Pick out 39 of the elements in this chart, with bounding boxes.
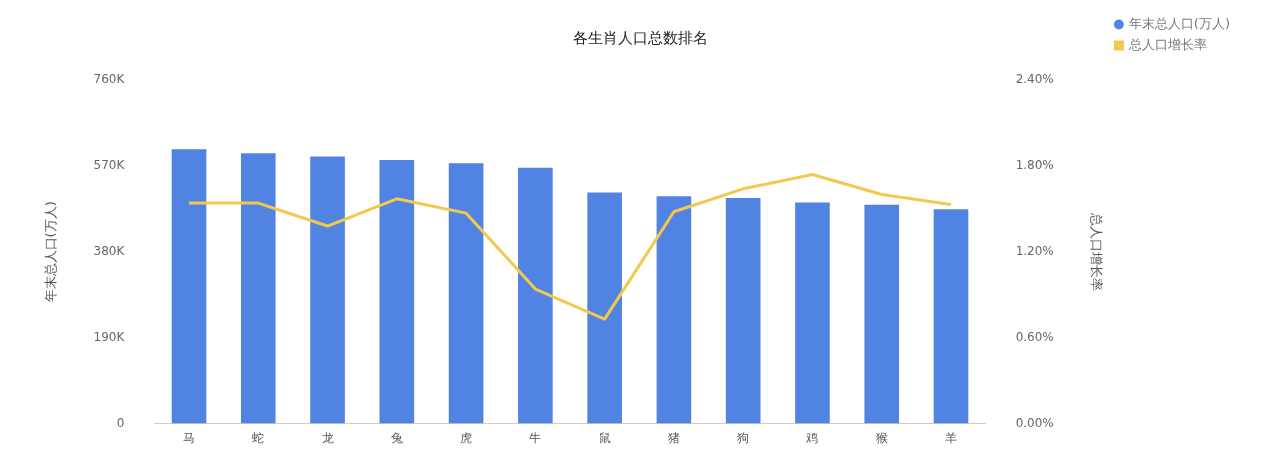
y-tick-label: 0 — [116, 415, 125, 430]
x-tick-label: 虎 — [460, 430, 473, 445]
bar — [171, 149, 207, 424]
x-tick-label: 羊 — [945, 430, 957, 445]
bar — [448, 163, 484, 424]
chart-title: 各生肖人口总数排名 — [572, 28, 708, 47]
y2-tick-label: 1.20% — [1015, 243, 1054, 258]
y2-tick-label: 0.00% — [1015, 415, 1054, 430]
x-tick-label: 鼠 — [598, 430, 611, 445]
x-tick-label: 鸡 — [805, 430, 819, 445]
legend-label: 年末总人口(万人) — [1128, 15, 1231, 31]
y2-tick-label: 1.80% — [1015, 158, 1054, 173]
y2-axis-title: 总人口增长率 — [1089, 211, 1105, 291]
x-tick-label: 猴 — [875, 430, 888, 445]
bar — [379, 160, 415, 424]
y-tick-label: 760K — [93, 72, 126, 87]
bar — [310, 156, 345, 424]
bar — [725, 198, 761, 424]
bar — [240, 153, 276, 424]
x-tick-label: 蛇 — [252, 430, 265, 445]
x-tick-label: 牛 — [529, 430, 542, 445]
x-tick-label: 马 — [183, 430, 196, 445]
y2-tick-label: 0.60% — [1015, 329, 1054, 344]
y-tick-label: 190K — [93, 329, 126, 344]
bar — [933, 209, 969, 424]
y2-tick-label: 2.40% — [1015, 72, 1054, 87]
bar — [864, 204, 900, 424]
bar — [587, 192, 622, 424]
bar — [656, 196, 692, 424]
legend-label: 总人口增长率 — [1127, 36, 1207, 52]
x-tick-label: 狗 — [737, 430, 750, 445]
x-tick-label: 龙 — [321, 430, 334, 445]
x-tick-label: 猪 — [667, 430, 680, 445]
y-axis-title: 年末总人口(万人) — [43, 201, 59, 303]
y-tick-label: 570K — [93, 158, 126, 173]
bar — [518, 167, 553, 424]
y-tick-label: 380K — [93, 243, 126, 258]
x-tick-label: 兔 — [390, 430, 403, 445]
bar — [795, 202, 830, 424]
